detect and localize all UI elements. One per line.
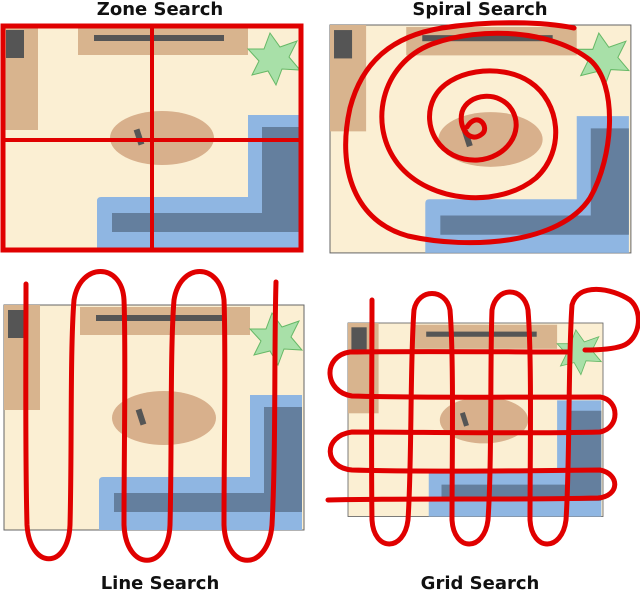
spiral-search-panel [329, 20, 632, 254]
spiral-search-path [343, 20, 612, 246]
line-search-panel [3, 269, 305, 563]
grid-search-title: Grid Search [420, 573, 540, 594]
spiral-search-title: Spiral Search [412, 0, 548, 20]
grid-search-path-vertical [369, 286, 640, 547]
room-floorplan [3, 304, 305, 531]
zone-search-panel [0, 23, 304, 253]
grid-search-panel [325, 286, 640, 547]
line-search-path [23, 269, 279, 563]
grid-search-path-horizontal [325, 349, 618, 503]
line-search-title: Line Search [100, 573, 220, 594]
zone-search-title: Zone Search [96, 0, 224, 20]
